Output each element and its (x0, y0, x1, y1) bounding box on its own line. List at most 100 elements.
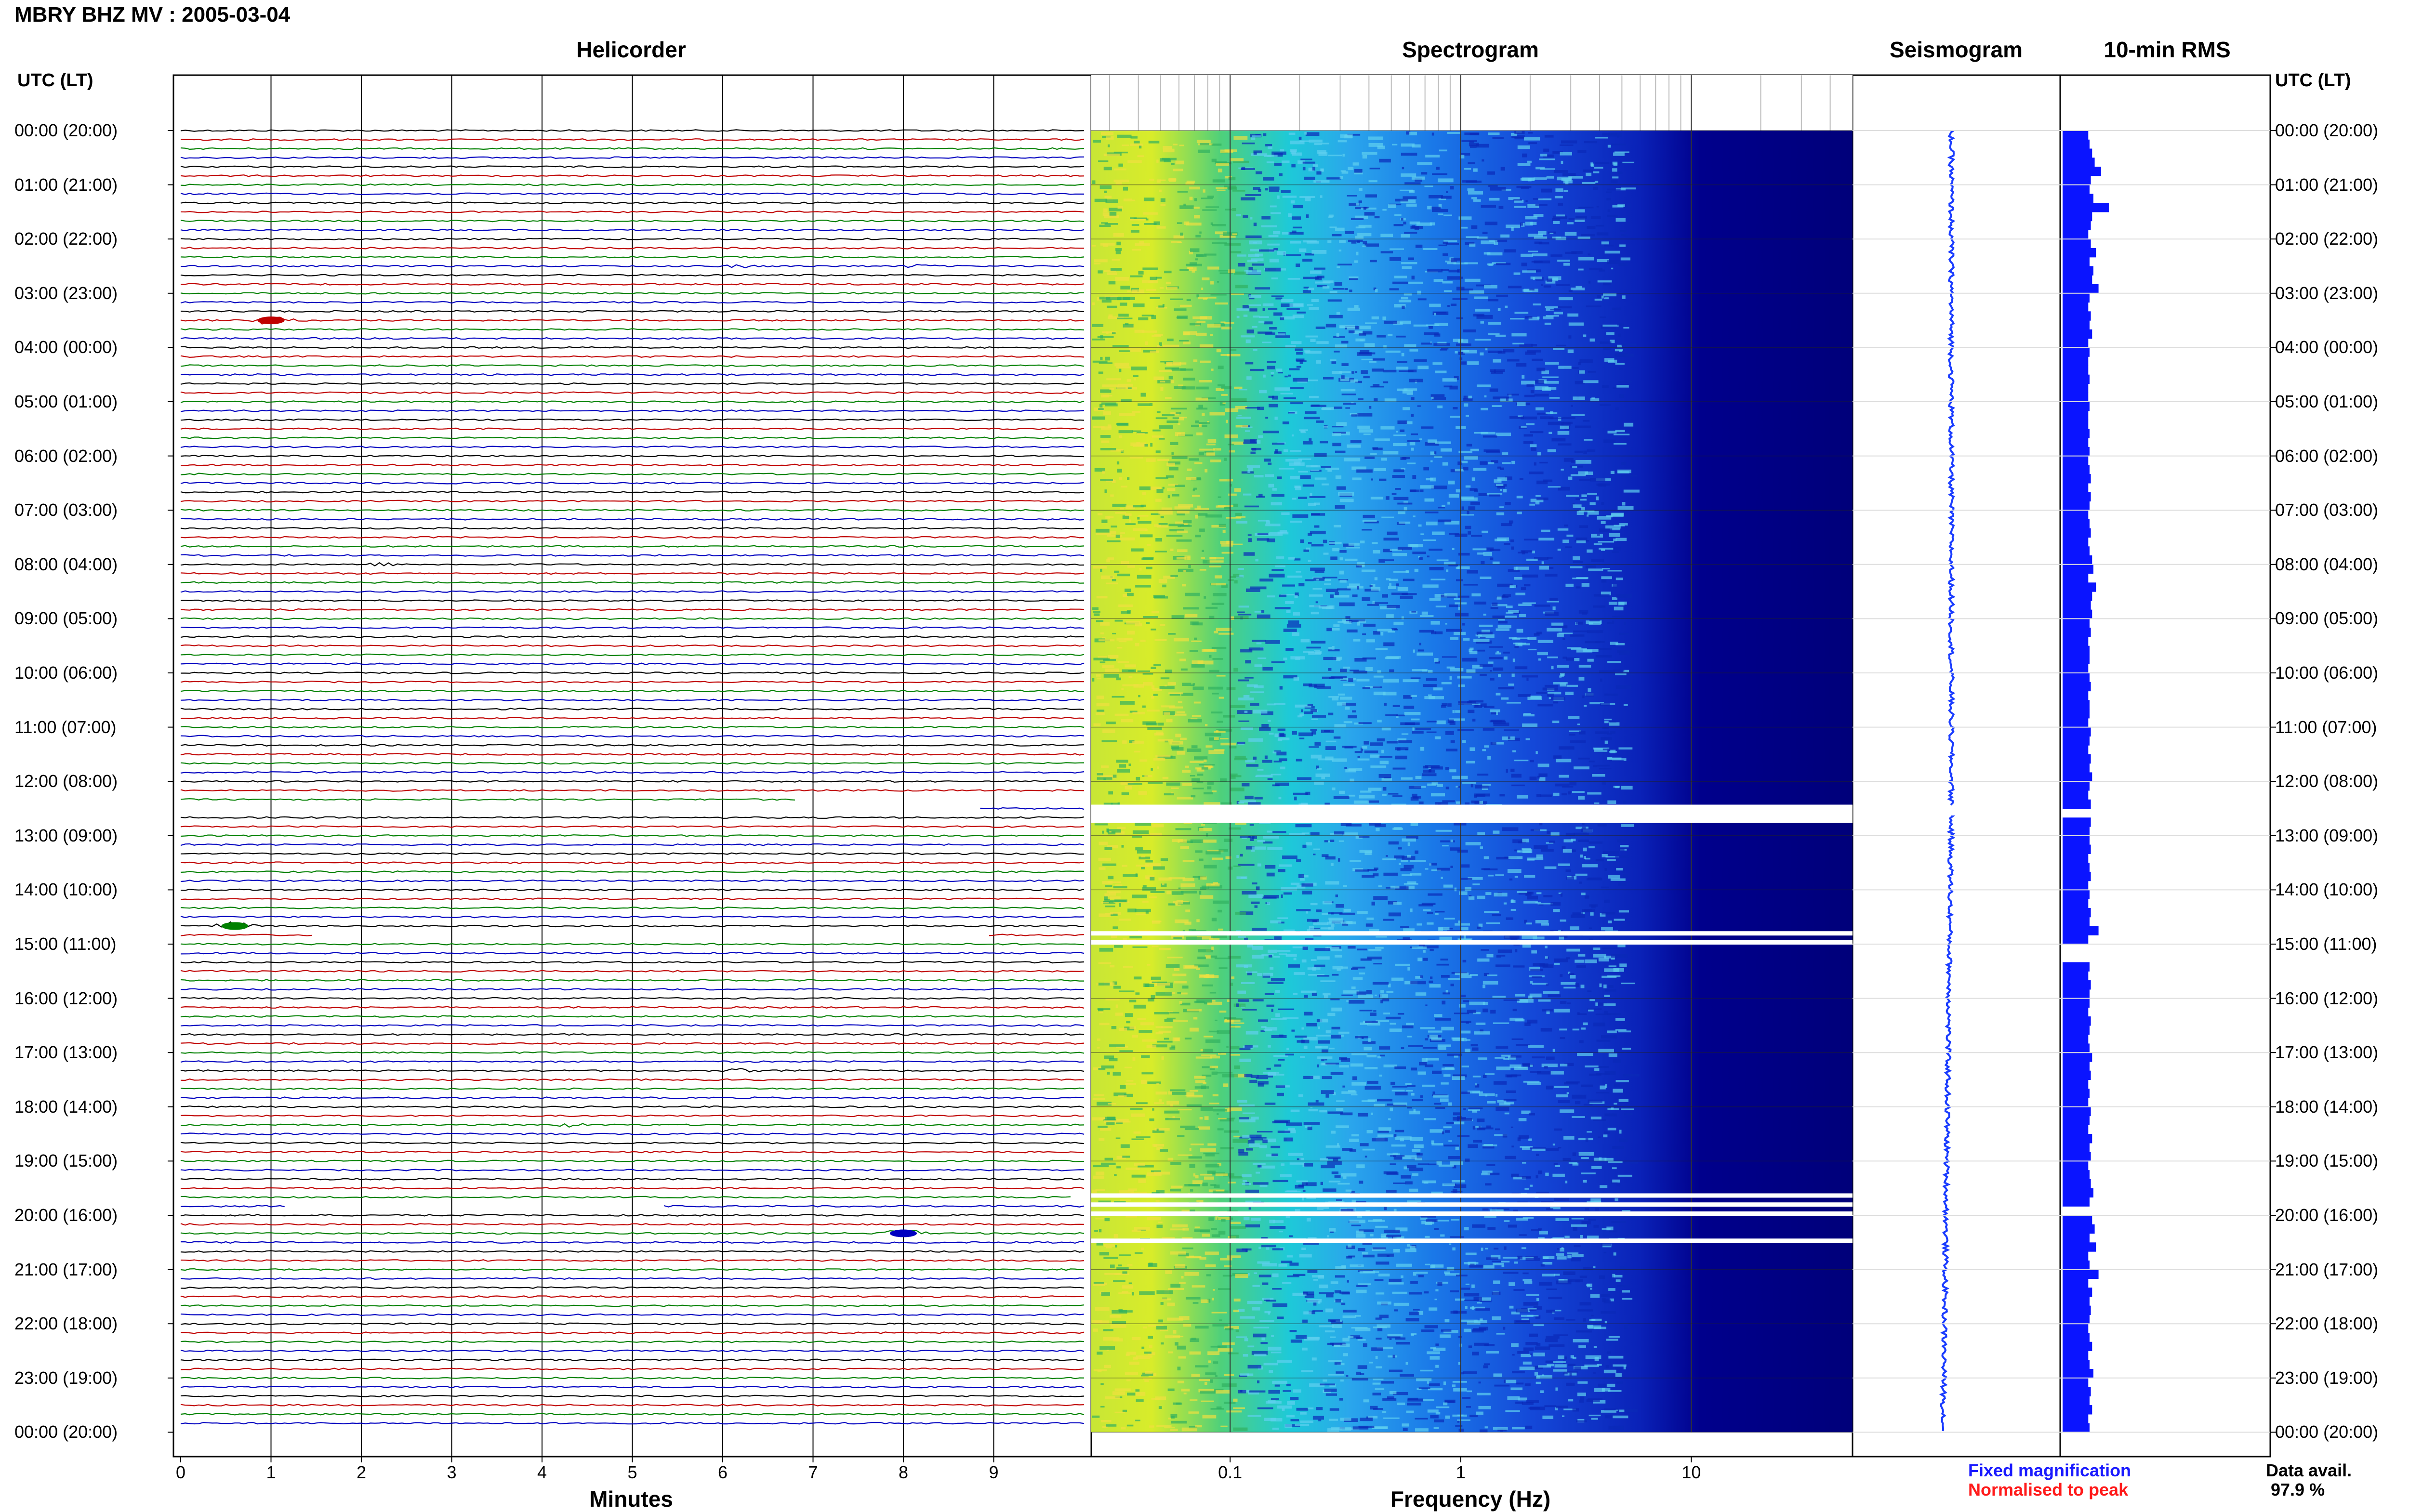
spectrogram-cell (1168, 178, 1177, 181)
spectrogram-cell (1481, 949, 1489, 951)
spectrogram-cell (1557, 528, 1569, 531)
spectrogram-cell (1199, 422, 1210, 424)
spectrogram-cell (1346, 1000, 1350, 1002)
helicorder-trace (180, 446, 1085, 448)
spectrogram-cell (1288, 213, 1292, 217)
spectrogram-cell (1363, 434, 1371, 435)
spectrogram-cell (1091, 245, 1096, 247)
spectrogram-cell (1351, 371, 1355, 374)
spectrogram-cell (1211, 711, 1223, 714)
spectrogram-cell (1181, 693, 1193, 696)
spectrogram-cell (1204, 792, 1213, 795)
spectrogram-cell (1504, 249, 1516, 253)
spectrogram-cell (1275, 1085, 1285, 1088)
spectrogram-cell (1580, 985, 1585, 988)
spectrogram-cell (1548, 231, 1556, 234)
spectrogram-cell (1100, 1128, 1112, 1131)
spectrogram-cell (1198, 149, 1210, 153)
spectrogram-cell (1436, 963, 1449, 966)
spectrogram-cell (1273, 248, 1278, 250)
spectrogram-cell (1245, 407, 1260, 409)
spectrogram-cell (1496, 955, 1501, 958)
spectrogram-cell (1469, 141, 1474, 144)
spectrogram-cell (1337, 702, 1346, 706)
spectrogram-cell (1454, 1055, 1458, 1058)
spectrogram-cell (1309, 746, 1319, 748)
spectrogram-cell (1175, 160, 1184, 165)
spectrogram-cell (1252, 999, 1264, 1002)
spectrogram-cell (1338, 1031, 1350, 1034)
spectrogram-cell (1619, 368, 1623, 370)
spectrogram-cell (1338, 492, 1354, 496)
spectrogram-cell (1156, 489, 1164, 493)
spectrogram-cell (1293, 958, 1297, 960)
spectrogram-cell (1412, 731, 1424, 734)
spectrogram-cell (1372, 1138, 1388, 1142)
spectrogram-cell (1559, 775, 1569, 778)
spectrogram-cell (1180, 992, 1188, 995)
spectrogram-cell (1148, 281, 1153, 283)
spectrogram-cell (1269, 190, 1280, 192)
spectrogram-cell (1508, 610, 1519, 613)
spectrogram-cell (1607, 1030, 1617, 1034)
spectrogram-cell (1169, 1047, 1176, 1050)
spectrogram-cell (1465, 415, 1469, 417)
spectrogram-cell (1431, 1143, 1443, 1146)
spectrogram-cell (1266, 161, 1274, 163)
spectrogram-cell (1370, 385, 1385, 388)
spectrogram-cell (1597, 764, 1610, 767)
spectrogram-cell (1302, 1190, 1306, 1192)
spectrogram-cell (1224, 1019, 1234, 1023)
spectrogram-cell (1603, 293, 1617, 297)
spectrogram-cell (1573, 556, 1580, 560)
spectrogram-cell (1255, 776, 1257, 777)
spectrogram-cell (1503, 349, 1515, 353)
spectrogram-cell (1136, 442, 1140, 446)
spectrogram-cell (1209, 1065, 1218, 1068)
spectrogram-cell (1370, 260, 1377, 263)
spectrogram-cell (1616, 385, 1629, 388)
spectrogram-cell (1527, 1019, 1538, 1024)
spectrogram-cell (1145, 341, 1148, 345)
spectrogram-cell (1395, 963, 1410, 966)
spectrogram-cell (1143, 197, 1155, 201)
spectrogram-cell (1494, 242, 1498, 245)
spectrogram-cell (1271, 295, 1284, 297)
spectrogram-cell (1158, 579, 1167, 583)
spectrogram-cell (1410, 677, 1421, 679)
spectrogram-cell (1580, 499, 1587, 501)
spectrogram-cell (1388, 912, 1401, 917)
spectrogram-cell (1583, 847, 1587, 852)
spectrogram-cell (1511, 460, 1515, 464)
spectrogram-cell (1441, 877, 1443, 879)
spectrogram-cell (1367, 1080, 1378, 1084)
spectrogram-cell (1171, 368, 1186, 371)
spectrogram-cell (1256, 496, 1265, 498)
spectrogram-cell (1484, 706, 1495, 708)
spectrogram-cell (1316, 341, 1329, 344)
spectrogram-cell (1228, 493, 1237, 496)
spectrogram-cell (1509, 416, 1524, 419)
spectrogram-cell (1472, 719, 1476, 722)
spectrogram-cell (1193, 359, 1198, 362)
spectrogram-cell (1422, 248, 1438, 250)
spectrogram-cell (1434, 913, 1439, 915)
spectrogram-cell (1564, 1082, 1578, 1085)
spectrogram-cell (1302, 259, 1313, 262)
spectrogram-cell (1533, 963, 1545, 966)
spectrogram-cell (1386, 741, 1398, 744)
spectrogram-cell (1361, 207, 1377, 210)
spectrogram-cell (1353, 671, 1367, 674)
spectrogram-cell (1117, 661, 1129, 663)
spectrogram-cell (1521, 550, 1533, 552)
spectrogram-cell (1109, 892, 1116, 896)
spectrogram-cell (1413, 515, 1416, 517)
spectrogram-cell (1288, 374, 1291, 377)
spectrogram-cell (1462, 657, 1478, 662)
spectrogram-cell (1387, 1153, 1400, 1156)
spectrogram-cell (1443, 1126, 1452, 1129)
spectrogram-cell (1100, 1162, 1116, 1165)
spectrogram-cell (1412, 1099, 1423, 1102)
spectrogram-cell (1230, 705, 1245, 708)
spectrogram-cell (1457, 1135, 1470, 1137)
